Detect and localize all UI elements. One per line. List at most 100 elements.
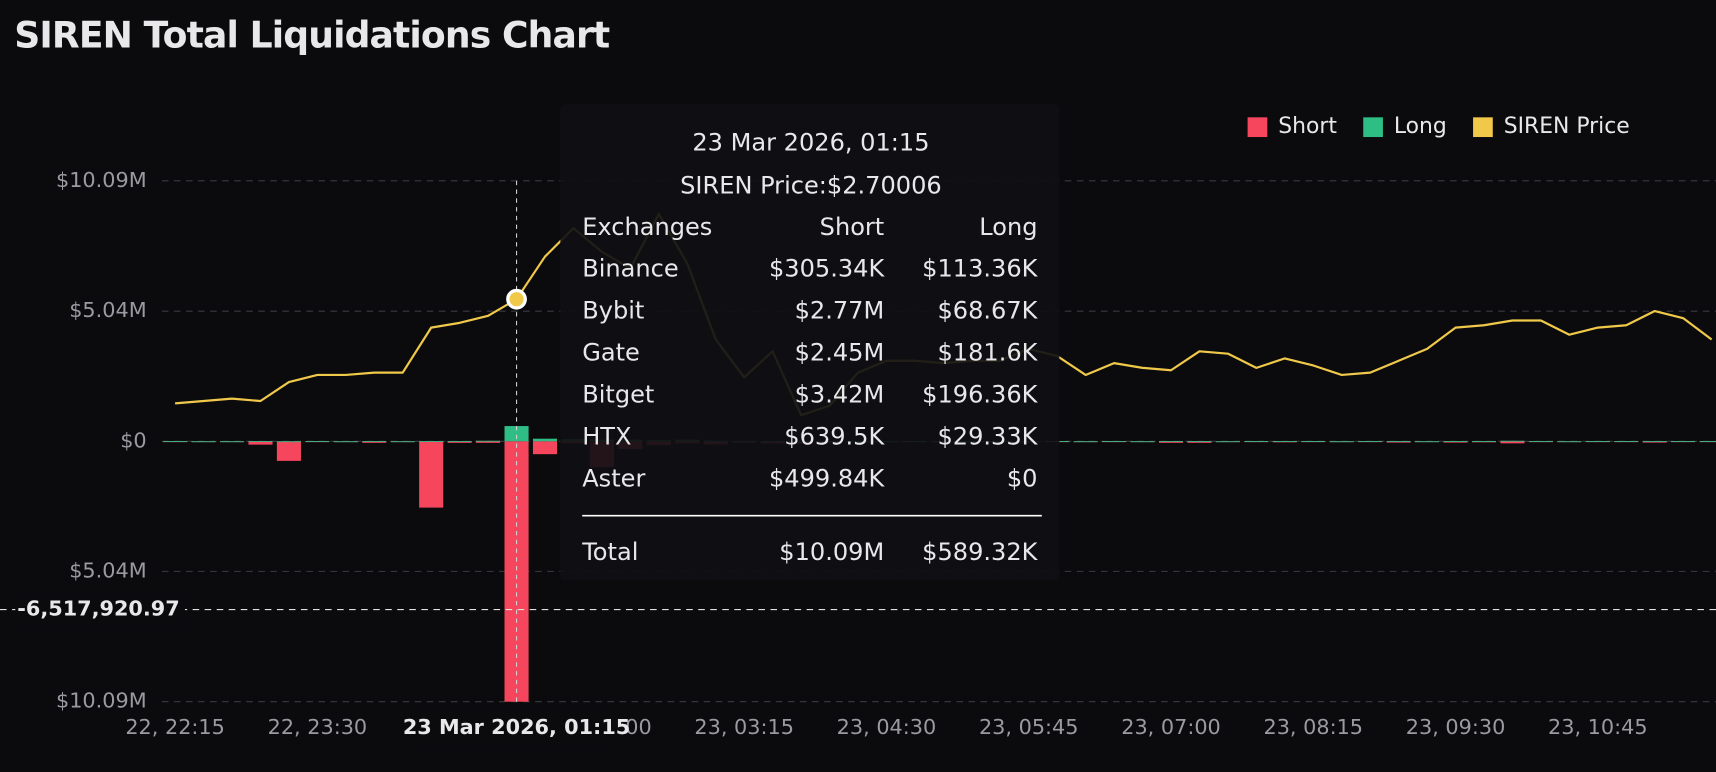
tooltip-total: Total — [581, 538, 638, 566]
legend-swatch — [1247, 117, 1268, 138]
bar — [1642, 441, 1667, 443]
tooltip-cell: $196.36K — [922, 381, 1039, 409]
legend-label: Short — [1278, 114, 1337, 139]
bar — [447, 441, 472, 442]
tooltip-cell: $68.67K — [937, 296, 1038, 324]
tooltip-price: SIREN Price:$2.70006 — [680, 171, 942, 199]
tooltip-cell: $499.84K — [769, 465, 886, 493]
bar — [1358, 441, 1383, 442]
tooltip-cell: $639.5K — [784, 423, 885, 451]
x-tick-label: 23, 03:15 — [694, 715, 794, 739]
bar — [532, 441, 558, 455]
legend-swatch — [1473, 117, 1493, 138]
tooltip-cell: Aster — [582, 465, 645, 493]
bar — [1130, 441, 1155, 443]
legend-swatch — [1363, 117, 1383, 138]
x-tick-label: 23, 07:00 — [1121, 715, 1221, 739]
tooltip: 23 Mar 2026, 01:15 SIREN Price:$2.70006 Ex… — [560, 104, 1060, 581]
x-tick-label: 23, 10:45 — [1548, 715, 1648, 739]
bar — [1187, 441, 1212, 442]
tooltip-cell: $3.42M — [795, 381, 885, 409]
tooltip-cell: $29.33K — [937, 423, 1038, 451]
crosshair-y-label-bg — [15, 592, 185, 628]
bar — [1158, 441, 1184, 442]
bar — [476, 440, 501, 442]
price-marker — [506, 288, 527, 310]
bar — [1102, 441, 1127, 442]
bar — [504, 441, 529, 702]
bar — [1614, 441, 1639, 442]
bar — [532, 438, 558, 442]
legend-label: Long — [1394, 114, 1447, 139]
tooltip-header: Long — [979, 213, 1037, 241]
bar — [1073, 441, 1098, 443]
bar — [1443, 441, 1468, 443]
bar — [1699, 441, 1716, 442]
bar — [191, 441, 216, 443]
bar — [1215, 441, 1240, 443]
tooltip-cell: $2.77M — [795, 296, 885, 324]
bar — [333, 441, 358, 443]
y-tick-label: $10.09M — [56, 689, 147, 713]
bar — [1272, 441, 1297, 442]
x-tick-label: 22, 23:30 — [268, 715, 368, 739]
tooltip-cell: HTX — [582, 423, 631, 451]
bar — [276, 441, 301, 461]
bar — [419, 441, 444, 442]
tooltip-bg — [560, 104, 1060, 581]
bar — [362, 441, 387, 443]
bar — [1386, 441, 1411, 442]
bar — [1187, 441, 1212, 443]
x-tick-label: 23, 04:30 — [837, 715, 937, 739]
y-tick-label: $5.04M — [69, 298, 146, 322]
bar — [248, 441, 273, 442]
bar — [219, 441, 245, 443]
y-tick-label: $0 — [120, 428, 146, 452]
bar — [1642, 441, 1667, 442]
crosshair-y-label: -6,517,920.97 — [17, 597, 179, 621]
tooltip-cell: $113.36K — [922, 254, 1039, 282]
bar — [276, 441, 301, 443]
bar — [1585, 441, 1610, 442]
tooltip-cell: $2.45M — [795, 338, 885, 366]
bar — [1500, 441, 1525, 444]
bar — [1671, 441, 1696, 442]
tooltip-total: $589.32K — [922, 538, 1039, 566]
x-tick-label: 22, 22:15 — [125, 715, 225, 739]
bar — [1244, 441, 1269, 442]
crosshair-x-label-bg — [411, 711, 622, 747]
bar — [419, 441, 444, 508]
bar — [1557, 441, 1582, 443]
chart-title: SIREN Total Liquidations Chart — [14, 13, 610, 56]
tooltip-cell: Gate — [582, 338, 640, 366]
bar — [1329, 441, 1354, 443]
bar — [390, 441, 415, 443]
tooltip-total: $10.09M — [779, 538, 884, 566]
x-tick-label: 23, 09:30 — [1406, 715, 1506, 739]
bar — [1471, 441, 1497, 442]
tooltip-header: Exchanges — [582, 213, 712, 241]
bar — [1415, 441, 1440, 443]
bar — [1528, 441, 1553, 442]
tooltip-title: 23 Mar 2026, 01:15 — [692, 129, 929, 157]
y-tick-label: $5.04M — [69, 558, 146, 582]
tooltip-cell: Binance — [582, 254, 678, 282]
bar — [362, 441, 387, 442]
bar — [1443, 441, 1468, 442]
y-tick-label: $10.09M — [56, 168, 147, 192]
tooltip-cell: Bybit — [582, 296, 644, 324]
bar — [248, 441, 273, 445]
bar — [1301, 441, 1326, 442]
crosshair-x-label: 23 Mar 2026, 01:15 — [403, 715, 630, 739]
bar — [447, 441, 472, 443]
bar — [305, 441, 330, 442]
x-tick-label: 23, 05:45 — [979, 715, 1079, 739]
x-tick-label: 23, 08:15 — [1263, 715, 1363, 739]
bar — [1500, 440, 1525, 442]
legend-label: SIREN Price — [1504, 114, 1630, 139]
bar — [504, 426, 529, 442]
tooltip-header: Short — [820, 213, 885, 241]
bar — [1386, 441, 1411, 443]
